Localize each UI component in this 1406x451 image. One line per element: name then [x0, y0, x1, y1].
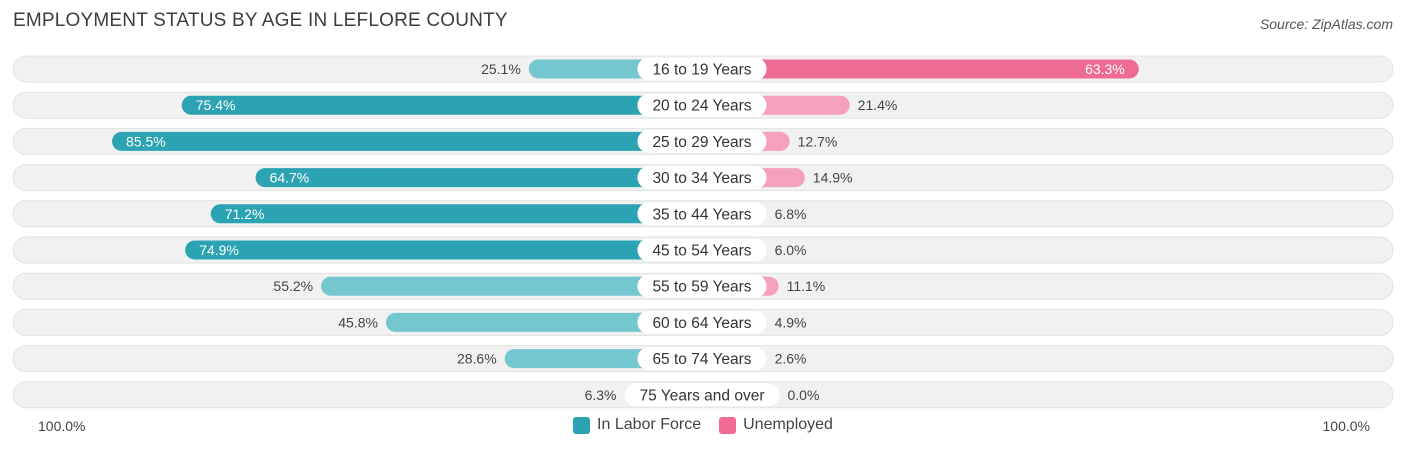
value-label-labor-force: 25.1%	[481, 61, 521, 77]
value-label-labor-force: 71.2%	[225, 206, 265, 222]
category-pill	[637, 238, 767, 262]
row-group: 85.5% 12.7% 25 to 29 Years	[12, 127, 1394, 155]
bar-unemployed	[702, 59, 1139, 79]
legend-label-unemployed: Unemployed	[743, 416, 833, 433]
category-label: 75 Years and over	[640, 387, 765, 404]
row-group: 6.3% 0.0% 75 Years and over	[12, 381, 1394, 409]
value-label-labor-force: 55.2%	[273, 278, 313, 294]
bar-labor-force	[181, 95, 703, 115]
category-pill	[624, 383, 780, 407]
row-group: 25.1% 63.3% 16 to 19 Years	[12, 55, 1394, 83]
bar-labor-force	[210, 204, 702, 224]
row-group: 55.2% 11.1% 55 to 59 Years	[12, 272, 1394, 300]
legend-item-unemployed: Unemployed	[719, 416, 833, 434]
chart-title: EMPLOYMENT STATUS BY AGE IN LEFLORE COUN…	[13, 10, 508, 31]
legend-label-labor: In Labor Force	[597, 416, 702, 433]
value-label-unemployed: 0.0%	[787, 387, 819, 403]
value-label-labor-force: 85.5%	[126, 133, 166, 149]
row-group: 64.7% 14.9% 30 to 34 Years	[12, 164, 1394, 192]
bar-labor-force	[321, 276, 702, 296]
category-label: 16 to 19 Years	[652, 62, 751, 79]
value-label-unemployed: 21.4%	[858, 97, 898, 113]
category-pill	[637, 310, 767, 334]
row-group: 45.8% 4.9% 60 to 64 Years	[12, 308, 1394, 336]
value-label-labor-force: 64.7%	[270, 170, 310, 186]
category-label: 55 to 59 Years	[652, 279, 751, 296]
axis-label-right: 100.0%	[1322, 418, 1370, 434]
bar-labor-force	[385, 312, 702, 332]
source-credit: Source: ZipAtlas.com	[1259, 16, 1393, 32]
category-pill	[637, 166, 767, 190]
category-label: 35 to 44 Years	[652, 206, 751, 223]
axis-label-left: 100.0%	[38, 418, 86, 434]
legend-swatch-labor	[573, 416, 591, 434]
legend-item-labor: In Labor Force	[573, 416, 701, 434]
value-label-labor-force: 6.3%	[585, 387, 617, 403]
value-label-labor-force: 28.6%	[457, 351, 497, 367]
chart-area: 25.1% 63.3% 16 to 19 Years 75.4% 21.4% 20 to …	[12, 55, 1394, 409]
value-label-labor-force: 45.8%	[338, 314, 378, 330]
value-label-unemployed: 2.6%	[775, 351, 807, 367]
value-label-unemployed: 6.8%	[775, 206, 807, 222]
category-pill	[637, 57, 767, 81]
bar-labor-force	[255, 168, 702, 188]
row-group: 71.2% 6.8% 35 to 44 Years	[12, 200, 1394, 228]
category-pill	[637, 274, 767, 298]
category-label: 45 to 54 Years	[652, 243, 751, 260]
category-pill	[637, 202, 767, 226]
value-label-unemployed: 12.7%	[798, 133, 838, 149]
bar-labor-force	[112, 131, 703, 151]
category-label: 65 to 74 Years	[652, 351, 751, 368]
value-label-labor-force: 74.9%	[199, 242, 239, 258]
value-label-unemployed: 14.9%	[813, 170, 853, 186]
category-label: 20 to 24 Years	[652, 98, 751, 115]
category-pill	[637, 129, 767, 153]
category-pill	[637, 347, 767, 371]
value-label-unemployed: 11.1%	[787, 278, 826, 294]
legend-swatch-unemployed	[719, 416, 737, 434]
category-label: 30 to 34 Years	[652, 170, 751, 187]
value-label-unemployed: 6.0%	[775, 242, 807, 258]
row-group: 74.9% 6.0% 45 to 54 Years	[12, 236, 1394, 264]
category-label: 25 to 29 Years	[652, 134, 751, 151]
value-label-unemployed: 63.3%	[1085, 61, 1125, 77]
row-group: 28.6% 2.6% 65 to 74 Years	[12, 345, 1394, 373]
value-label-labor-force: 75.4%	[196, 97, 236, 113]
category-pill	[637, 93, 767, 117]
value-label-unemployed: 4.9%	[775, 314, 807, 330]
category-label: 60 to 64 Years	[652, 315, 751, 332]
bar-labor-force	[185, 240, 702, 260]
legend: In Labor Force Unemployed	[0, 416, 1406, 434]
row-group: 75.4% 21.4% 20 to 24 Years	[12, 91, 1394, 119]
